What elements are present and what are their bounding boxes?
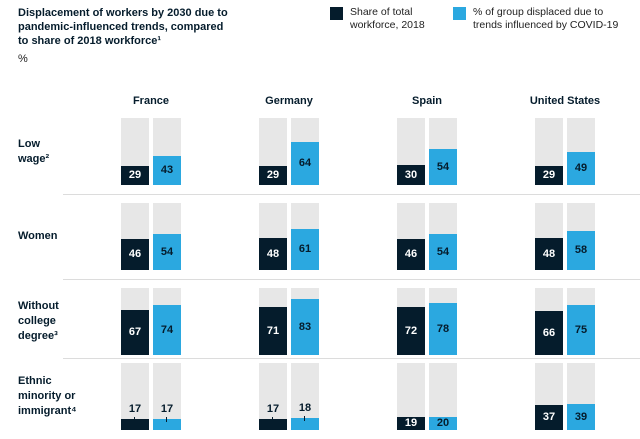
displaced-bar xyxy=(291,229,319,270)
unit-label: % xyxy=(18,53,28,65)
workforce-bar xyxy=(397,307,425,355)
workforce-value: 17 xyxy=(266,403,280,415)
workforce-value: 48 xyxy=(542,248,556,260)
row-label: Ethnic minority or immigrant⁴ xyxy=(18,375,77,417)
legend-label-displaced: % of group displaced due to trends influ… xyxy=(473,6,619,31)
column-header-spain: Spain xyxy=(412,95,442,107)
row-label: Low wage² xyxy=(18,137,50,165)
displaced-value: 58 xyxy=(574,244,588,256)
displaced-value: 83 xyxy=(298,321,312,333)
displaced-value: 74 xyxy=(160,324,174,336)
displaced-value: 54 xyxy=(436,161,450,173)
workforce-bar xyxy=(535,166,563,185)
displaced-bar xyxy=(429,303,457,355)
leader-tick xyxy=(304,416,305,421)
legend-label-workforce: Share of total workforce, 2018 xyxy=(350,6,425,31)
displaced-value: 61 xyxy=(298,243,312,255)
leader-tick xyxy=(166,417,167,422)
workforce-bar xyxy=(535,405,563,430)
workforce-value: 37 xyxy=(542,411,556,423)
displaced-value: 43 xyxy=(160,164,174,176)
workforce-value: 71 xyxy=(266,325,280,337)
row-label: Without college degree³ xyxy=(18,300,59,342)
workforce-value: 29 xyxy=(542,169,556,181)
displaced-bar xyxy=(567,231,595,270)
displaced-value: 54 xyxy=(160,246,174,258)
backdrop-column xyxy=(153,363,181,430)
row-label: Women xyxy=(18,230,58,242)
displaced-bar xyxy=(567,152,595,185)
legend-item-displaced: % of group displaced due to trends influ… xyxy=(453,6,618,32)
workforce-value: 48 xyxy=(266,248,280,260)
displaced-value: 54 xyxy=(436,246,450,258)
workforce-value: 46 xyxy=(128,248,142,260)
displaced-value: 75 xyxy=(574,324,588,336)
displaced-value: 39 xyxy=(574,411,588,423)
workforce-bar xyxy=(259,238,287,270)
column-header-france: France xyxy=(132,95,170,107)
workforce-bar xyxy=(535,311,563,355)
leader-tick xyxy=(134,417,135,422)
column-header-germany: Germany xyxy=(265,95,313,107)
workforce-bar xyxy=(121,166,149,185)
displaced-value: 49 xyxy=(574,162,588,174)
workforce-bar xyxy=(121,419,149,430)
leader-tick xyxy=(272,417,273,422)
workforce-value: 29 xyxy=(266,169,280,181)
legend-swatch-displaced-icon xyxy=(453,7,466,20)
backdrop-column xyxy=(121,363,149,430)
workforce-value: 66 xyxy=(542,327,556,339)
displaced-value: 78 xyxy=(436,323,450,335)
workforce-bar xyxy=(397,239,425,270)
backdrop-column xyxy=(259,363,287,430)
displaced-bar xyxy=(153,419,181,430)
displaced-value: 20 xyxy=(436,417,450,429)
displaced-bar xyxy=(429,149,457,185)
workforce-bar xyxy=(397,417,425,430)
displaced-bar xyxy=(567,305,595,355)
workforce-bar xyxy=(259,419,287,430)
workforce-value: 19 xyxy=(404,417,418,429)
displaced-bar xyxy=(429,234,457,270)
workforce-bar xyxy=(535,238,563,270)
displaced-bar xyxy=(153,305,181,355)
displaced-bar xyxy=(291,299,319,355)
workforce-value: 29 xyxy=(128,169,142,181)
row-separator xyxy=(63,194,640,195)
workforce-bar xyxy=(259,307,287,355)
displaced-bar xyxy=(291,142,319,185)
workforce-bar xyxy=(121,310,149,355)
workforce-value: 30 xyxy=(404,169,418,181)
displaced-value: 18 xyxy=(298,402,312,414)
legend-swatch-workforce-icon xyxy=(330,7,343,20)
workforce-value: 17 xyxy=(128,403,142,415)
legend-item-workforce: Share of total workforce, 2018 xyxy=(330,6,425,32)
displaced-bar xyxy=(429,417,457,430)
displaced-bar xyxy=(153,234,181,270)
workforce-value: 46 xyxy=(404,248,418,260)
row-separator xyxy=(63,358,640,359)
displaced-value: 17 xyxy=(160,403,174,415)
displaced-bar xyxy=(291,418,319,430)
workforce-bar xyxy=(121,239,149,270)
displaced-bar xyxy=(153,156,181,185)
workforce-value: 67 xyxy=(128,326,142,338)
chart-title: Displacement of workers by 2030 due to p… xyxy=(18,7,228,47)
workforce-bar xyxy=(397,165,425,185)
workforce-bar xyxy=(259,166,287,185)
workforce-value: 72 xyxy=(404,325,418,337)
displaced-bar xyxy=(567,404,595,430)
displaced-value: 64 xyxy=(298,157,312,169)
row-separator xyxy=(63,279,640,280)
column-header-united-states: United States xyxy=(529,95,601,107)
